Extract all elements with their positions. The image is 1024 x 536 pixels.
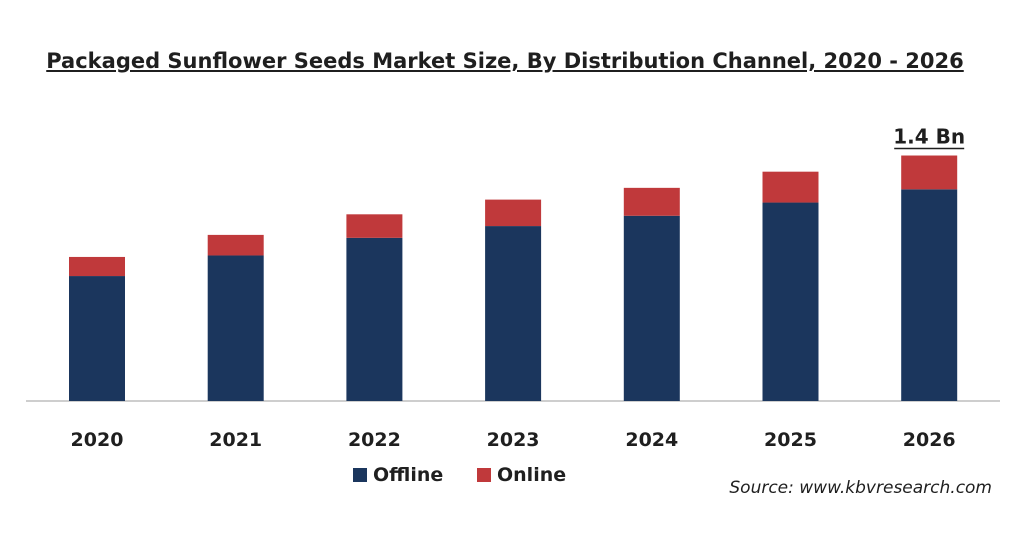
- bar-offline-2021: [207, 255, 264, 401]
- bar-online-2024: [623, 187, 680, 216]
- source-note: Source: www.kbvresearch.com: [729, 478, 992, 498]
- bar-online-2021: [207, 234, 264, 256]
- x-tick-label: 2023: [487, 429, 540, 451]
- bar-offline-2024: [623, 215, 680, 401]
- bar-offline-2022: [346, 237, 403, 401]
- x-tick-labels: 2020 2021 2022 2023 2024 2025 2026: [71, 429, 956, 451]
- bar-online-2023: [485, 199, 542, 227]
- bar-online-2025: [762, 171, 819, 203]
- legend-swatch-offline: [353, 468, 367, 482]
- bar-online-2022: [346, 214, 403, 238]
- chart-title: Packaged Sunflower Seeds Market Size, By…: [46, 49, 964, 73]
- x-tick-label: 2024: [625, 429, 678, 451]
- legend-label-online: Online: [497, 464, 566, 486]
- x-tick-label: 2022: [348, 429, 401, 451]
- bar-offline-2025: [762, 202, 819, 401]
- legend: Offline Online: [353, 464, 566, 486]
- annotations: 1.4 Bn: [893, 125, 965, 150]
- bar-offline-2026: [901, 189, 958, 401]
- x-tick-label: 2026: [903, 429, 956, 451]
- bar-online-2026: [901, 155, 958, 190]
- x-tick-label: 2021: [209, 429, 262, 451]
- x-tick-label: 2025: [764, 429, 817, 451]
- legend-swatch-online: [477, 468, 491, 482]
- annotation-label: 1.4 Bn: [893, 125, 965, 149]
- legend-label-offline: Offline: [373, 464, 443, 486]
- bar-offline-2023: [485, 226, 542, 401]
- bar-online-2020: [69, 256, 125, 277]
- x-tick-label: 2020: [71, 429, 124, 451]
- bar-offline-2020: [69, 276, 125, 401]
- bars-group: [69, 155, 958, 401]
